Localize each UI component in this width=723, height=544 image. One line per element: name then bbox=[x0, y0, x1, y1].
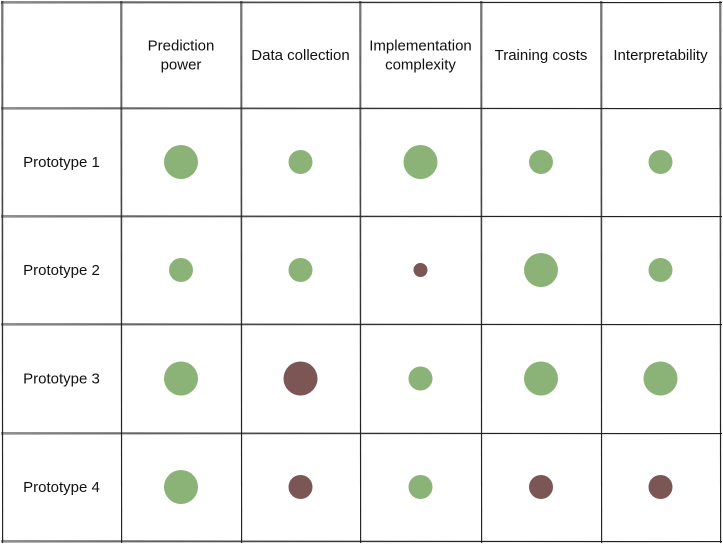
rating-dot-bad bbox=[288, 475, 313, 499]
rating-dot-bad bbox=[283, 361, 318, 396]
rating-dot-bad bbox=[648, 475, 673, 499]
column-header-text: Training costs bbox=[495, 47, 588, 64]
rating-dot-good bbox=[643, 361, 678, 396]
grid-horizontal-line bbox=[0, 216, 723, 218]
grid-horizontal-line bbox=[0, 432, 723, 435]
rating-dot-bad bbox=[529, 475, 553, 499]
rating-dot-good bbox=[408, 366, 433, 391]
rating-dot-good bbox=[408, 475, 433, 499]
rating-dot-good bbox=[403, 145, 438, 179]
grid-vertical-line bbox=[480, 0, 483, 544]
grid-vertical-line bbox=[359, 0, 362, 544]
rating-dot-good bbox=[164, 470, 198, 504]
rating-dot-good bbox=[524, 253, 558, 287]
rating-dot-good bbox=[288, 150, 313, 174]
rating-dot-good bbox=[288, 258, 313, 282]
rating-dot-bad bbox=[413, 263, 428, 277]
rating-dot-good bbox=[524, 361, 558, 396]
rating-dots bbox=[164, 145, 678, 504]
grid-horizontal-line bbox=[0, 541, 723, 543]
grid-vertical-line bbox=[600, 0, 603, 544]
column-header-text: Prediction bbox=[148, 38, 215, 55]
column-header-text: Data collection bbox=[251, 47, 349, 64]
grid-horizontal-line bbox=[0, 2, 723, 4]
grid-vertical-line bbox=[719, 0, 722, 544]
grid-vertical-line bbox=[120, 0, 123, 544]
grid-horizontal-line bbox=[0, 108, 723, 110]
grid-horizontal-line bbox=[0, 324, 723, 326]
column-header-text: power bbox=[161, 57, 202, 74]
grid-vertical-line bbox=[240, 0, 243, 544]
column-headers: Prediction power Data collection Implementa… bbox=[148, 38, 708, 74]
row-label: Prototype 3 bbox=[23, 371, 100, 388]
rating-dot-good bbox=[648, 150, 673, 174]
row-label: Prototype 4 bbox=[23, 479, 100, 496]
rating-dot-good bbox=[648, 258, 673, 282]
grid-horizontal-line bbox=[0, 433, 723, 435]
rating-dot-good bbox=[164, 361, 198, 396]
row-label: Prototype 1 bbox=[23, 154, 100, 171]
column-header-text: Interpretability bbox=[613, 47, 708, 64]
rating-dot-good bbox=[529, 150, 553, 174]
grid-horizontal-line bbox=[0, 540, 723, 543]
rating-dot-good bbox=[164, 145, 198, 179]
column-header-text: complexity bbox=[385, 57, 456, 74]
rating-dot-good bbox=[169, 258, 193, 282]
row-labels: Prototype 1 Prototype 2 Prototype 3 Prototy… bbox=[23, 154, 100, 496]
grid-horizontal-line bbox=[0, 323, 723, 326]
column-header-text: Implementation bbox=[369, 38, 472, 55]
grid-vertical-line bbox=[1, 0, 4, 544]
row-label: Prototype 2 bbox=[23, 262, 100, 279]
